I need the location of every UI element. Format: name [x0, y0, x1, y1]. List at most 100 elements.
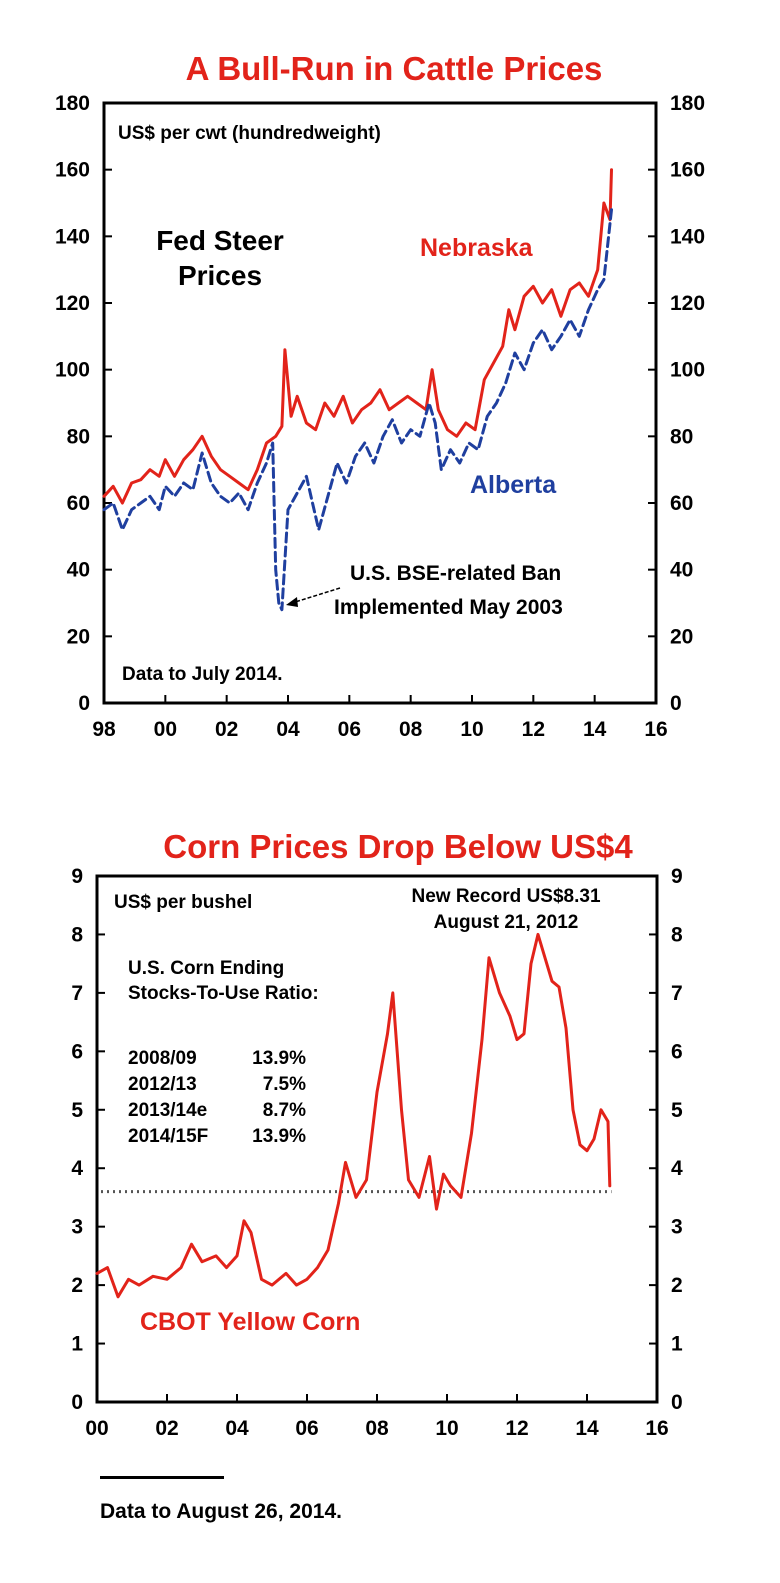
cattle-xtick-label: 10 — [460, 718, 483, 741]
corn-y-axis: 0 0 1 1 2 2 3 3 4 4 5 5 6 6 7 7 8 8 9 9 — [71, 865, 683, 1414]
cattle-ytick-label-right: 100 — [670, 359, 705, 382]
corn-xtick-label: 16 — [645, 1417, 668, 1440]
corn-xtick-label: 00 — [85, 1417, 108, 1440]
corn-ytick-label-left: 2 — [71, 1274, 83, 1297]
cattle-heading-line2: Prices — [178, 260, 262, 291]
cattle-unit-label: US$ per cwt (hundredweight) — [118, 123, 381, 144]
record-annotation-line1: New Record US$8.31 — [411, 886, 600, 907]
cattle-ytick-label-right: 180 — [670, 92, 705, 115]
corn-xtick-label: 08 — [365, 1417, 389, 1440]
corn-ytick-label-left: 6 — [71, 1040, 83, 1063]
corn-xtick-label: 04 — [225, 1417, 249, 1440]
record-annotation-line2: August 21, 2012 — [434, 912, 579, 933]
ban-arrow-head — [286, 597, 298, 607]
corn-ytick-label-right: 0 — [671, 1391, 683, 1414]
cattle-chart-title: A Bull-Run in Cattle Prices — [186, 50, 603, 87]
corn-xtick-label: 10 — [435, 1417, 458, 1440]
corn-xtick-label: 02 — [155, 1417, 178, 1440]
corn-ytick-label-right: 8 — [671, 923, 683, 946]
cattle-ytick-label-right: 80 — [670, 425, 693, 448]
cattle-ytick-label-right: 60 — [670, 492, 693, 515]
cattle-ytick-label-right: 0 — [670, 692, 682, 715]
cattle-xtick-label: 08 — [399, 718, 423, 741]
cattle-ytick-label-left: 120 — [55, 292, 90, 315]
corn-ytick-label-right: 2 — [671, 1274, 683, 1297]
cattle-ytick-label-right: 120 — [670, 292, 705, 315]
corn-xtick-label: 12 — [505, 1417, 528, 1440]
ratio-period: 2013/14e — [128, 1100, 207, 1121]
corn-ytick-label-right: 4 — [671, 1157, 683, 1180]
ban-arrow-line — [291, 587, 341, 604]
alberta-label: Alberta — [470, 471, 557, 499]
corn-ytick-label-left: 1 — [71, 1333, 83, 1356]
cattle-ytick-label-left: 0 — [78, 692, 90, 715]
cattle-ytick-label-left: 60 — [67, 492, 90, 515]
ratio-period: 2012/13 — [128, 1074, 197, 1095]
cattle-ytick-label-right: 140 — [670, 225, 705, 248]
ban-annotation-line2: Implemented May 2003 — [334, 596, 563, 619]
corn-ytick-label-right: 5 — [671, 1099, 683, 1122]
cattle-ytick-label-left: 100 — [55, 359, 90, 382]
cattle-series-line-alberta — [102, 208, 613, 612]
cattle-x-axis: 98 00 02 04 06 08 10 12 14 16 — [92, 695, 668, 741]
corn-xtick-label: 06 — [295, 1417, 318, 1440]
corn-ytick-label-left: 5 — [71, 1099, 83, 1122]
cattle-xtick-label: 12 — [522, 718, 545, 741]
corn-series-line-cbot-yellow-corn — [95, 932, 612, 1299]
corn-x-axis: 00 02 04 06 08 10 12 14 16 — [85, 1394, 669, 1440]
cattle-xtick-label: 16 — [644, 718, 667, 741]
cattle-chart-plot-frame — [102, 101, 658, 705]
corn-ytick-label-left: 0 — [71, 1391, 83, 1414]
nebraska-label: Nebraska — [420, 234, 534, 262]
cattle-series-line-nebraska — [102, 168, 613, 505]
corn-ytick-label-right: 1 — [671, 1333, 683, 1356]
ban-annotation-line1: U.S. BSE-related Ban — [350, 562, 561, 585]
corn-ytick-label-left: 9 — [71, 865, 83, 888]
stocks-ratio-table: 2008/09 13.9% 2012/13 7.5% 2013/14e 8.7% 2014/… — [128, 1048, 306, 1147]
corn-ytick-label-left: 7 — [71, 982, 83, 1005]
corn-xtick-label: 14 — [575, 1417, 599, 1440]
cattle-xtick-label: 14 — [583, 718, 607, 741]
cattle-ytick-label-right: 20 — [670, 625, 693, 648]
corn-ytick-label-right: 6 — [671, 1040, 683, 1063]
corn-series — [95, 932, 612, 1299]
ratio-value: 8.7% — [263, 1100, 306, 1121]
corn-ytick-label-right: 7 — [671, 982, 683, 1005]
cattle-heading-line1: Fed Steer — [156, 225, 284, 256]
stocks-heading-line1: U.S. Corn Ending — [128, 958, 284, 979]
corn-series-label: CBOT Yellow Corn — [140, 1308, 360, 1336]
corn-ytick-label-left: 4 — [71, 1157, 83, 1180]
cattle-ytick-label-right: 40 — [670, 559, 693, 582]
corn-unit-label: US$ per bushel — [114, 892, 252, 913]
corn-ytick-label-right: 3 — [671, 1216, 683, 1239]
cattle-xtick-label: 06 — [338, 718, 361, 741]
stocks-heading-line2: Stocks-To-Use Ratio: — [128, 983, 319, 1004]
ratio-value: 13.9% — [252, 1126, 306, 1147]
cattle-xtick-label: 02 — [215, 718, 238, 741]
corn-ytick-label-left: 8 — [71, 923, 83, 946]
cattle-xtick-label: 98 — [92, 718, 116, 741]
cattle-series — [102, 168, 613, 612]
cattle-data-note: Data to July 2014. — [122, 664, 283, 685]
footer-rule — [100, 1476, 224, 1479]
footer-note: Data to August 26, 2014. — [100, 1500, 342, 1523]
cattle-xtick-label: 00 — [154, 718, 177, 741]
cattle-ytick-label-left: 140 — [55, 225, 90, 248]
ratio-period: 2014/15F — [128, 1126, 208, 1147]
ratio-period: 2008/09 — [128, 1048, 197, 1069]
ratio-value: 13.9% — [252, 1048, 306, 1069]
ratio-value: 7.5% — [263, 1074, 306, 1095]
cattle-ytick-label-left: 20 — [67, 625, 90, 648]
cattle-ytick-label-left: 40 — [67, 559, 90, 582]
cattle-ytick-label-right: 160 — [670, 159, 705, 182]
cattle-ytick-label-left: 180 — [55, 92, 90, 115]
corn-ytick-label-left: 3 — [71, 1216, 83, 1239]
cattle-ytick-label-left: 80 — [67, 425, 90, 448]
corn-ytick-label-right: 9 — [671, 865, 683, 888]
cattle-xtick-label: 04 — [276, 718, 300, 741]
cattle-y-axis: 0 0 20 20 40 40 60 60 80 80 100 100 120 120 140 140 160 1… — [55, 92, 705, 715]
corn-chart-title: Corn Prices Drop Below US$4 — [163, 828, 633, 865]
